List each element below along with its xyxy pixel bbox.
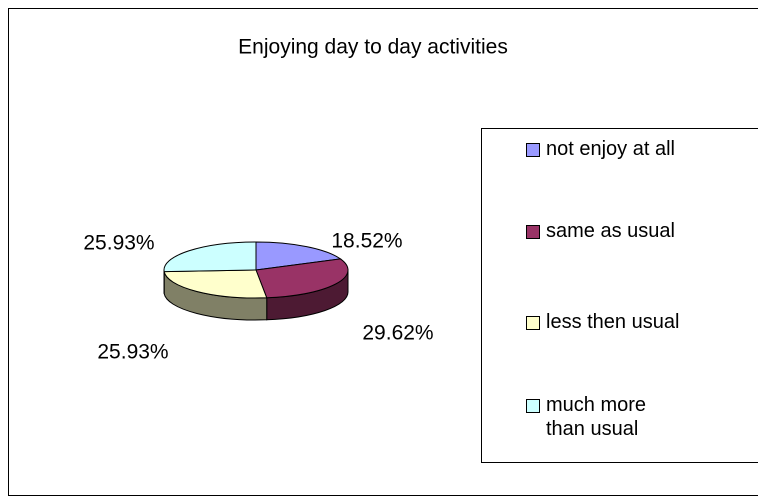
- data-label: 25.93%: [83, 232, 154, 255]
- legend-swatch: [526, 399, 540, 413]
- legend-label: not enjoy at all: [546, 138, 675, 160]
- pie-slice: [255, 241, 342, 271]
- pie-slice: [163, 241, 257, 273]
- legend-swatch: [526, 225, 540, 239]
- legend-label: much more than usual: [546, 394, 647, 440]
- data-label: 25.93%: [97, 341, 168, 364]
- chart-title: Enjoying day to day activities: [238, 36, 508, 59]
- legend: not enjoy at all same as usual less then u…: [481, 128, 758, 463]
- data-label: 29.62%: [362, 322, 433, 345]
- legend-label: less then usual: [546, 311, 680, 333]
- legend-item: less then usual: [526, 310, 716, 334]
- legend-label: same as usual: [546, 220, 675, 242]
- legend-swatch: [526, 143, 540, 157]
- legend-item: not enjoy at all: [526, 137, 716, 161]
- legend-item: much more than usual: [526, 393, 666, 441]
- legend-item: same as usual: [526, 219, 716, 243]
- data-label: 18.52%: [331, 230, 402, 253]
- pie-slice: [255, 258, 349, 299]
- pie-slice: [163, 269, 268, 299]
- legend-swatch: [526, 316, 540, 330]
